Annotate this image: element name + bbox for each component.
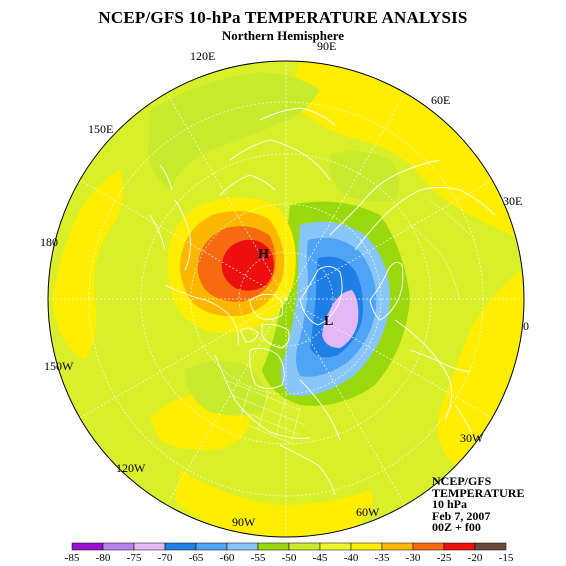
- lon-label-30e: 30E: [503, 194, 522, 208]
- lon-label-120w: 120W: [116, 461, 146, 475]
- lon-label-90e: 90E: [317, 39, 336, 53]
- colorbar-tick-label: -80: [96, 552, 111, 564]
- colorbar-swatch: [288, 542, 321, 551]
- political-boundaries: [224, 379, 306, 446]
- colorbar-swatch: [381, 542, 414, 551]
- info-date: Feb 7, 2007: [432, 508, 491, 523]
- lon-label-150e: 150E: [88, 122, 113, 136]
- colorbar: -85 -80 -75 -70 -65 -60 -55 -50 -45 -40 -35 -30 -25 -…: [65, 542, 514, 564]
- colorbar-tick-label: -15: [499, 552, 514, 564]
- colorbar-tick-label: -30: [406, 552, 421, 564]
- colorbar-tick-label: -65: [189, 552, 204, 564]
- map-subtitle: Northern Hemisphere: [221, 28, 345, 43]
- info-source: NCEP/GFS: [432, 474, 492, 488]
- colorbar-swatch: [257, 542, 290, 551]
- field-cool-green-north: [148, 72, 320, 190]
- colorbar-tick-label: -40: [344, 552, 359, 564]
- field-cool-green-east: [329, 151, 399, 202]
- field-cool-green-southwest: [185, 361, 266, 416]
- colorbar-tick-label: -55: [251, 552, 266, 564]
- colorbar-tick-label: -60: [220, 552, 235, 564]
- colorbar-swatch: [474, 542, 507, 551]
- colorbar-swatch: [164, 542, 197, 551]
- colorbar-swatch: [412, 542, 445, 551]
- colorbar-swatch: [195, 542, 228, 551]
- colorbar-tick-label: -85: [65, 552, 80, 564]
- low-center-label: L: [324, 314, 333, 329]
- temperature-field: [48, 61, 524, 537]
- colorbar-swatch: [350, 542, 383, 551]
- eurasia-boundaries: [409, 199, 471, 301]
- lon-label-150w: 150W: [44, 359, 74, 373]
- lon-label-30w: 30W: [460, 431, 484, 445]
- info-box: NCEP/GFS TEMPERATURE 10 hPa Feb 7, 2007 …: [432, 474, 525, 534]
- colorbar-tick-label: -75: [127, 552, 142, 564]
- colorbar-swatch: [319, 542, 352, 551]
- map-title: NCEP/GFS 10-hPa TEMPERATURE ANALYSIS: [98, 8, 468, 27]
- lon-label-60e: 60E: [431, 93, 450, 107]
- field-high-core: [221, 239, 274, 291]
- colorbar-tick-label: -25: [437, 552, 452, 564]
- colorbar-tick-label: -20: [468, 552, 483, 564]
- lon-label-60w: 60W: [356, 505, 380, 519]
- field-low-core: [322, 290, 359, 348]
- info-variable: TEMPERATURE: [432, 485, 525, 500]
- field-warm-patch-south: [175, 470, 373, 537]
- info-cycle: 00Z + f00: [432, 520, 481, 534]
- high-center-label: H: [258, 247, 269, 262]
- field-warm-patch-west: [52, 170, 124, 360]
- colorbar-swatch: [226, 542, 259, 551]
- colorbar-tick-label: -50: [282, 552, 297, 564]
- colorbar-tick-label: -35: [375, 552, 390, 564]
- lon-label-90w: 90W: [232, 515, 256, 529]
- lon-label-120e: 120E: [190, 49, 215, 63]
- field-warm-patch-east: [437, 270, 524, 470]
- colorbar-tick-label: -70: [158, 552, 173, 564]
- colorbar-tick-label: -45: [313, 552, 328, 564]
- colorbar-swatch: [71, 542, 104, 551]
- info-level: 10 hPa: [432, 497, 468, 511]
- lon-label-0: 0: [523, 319, 529, 333]
- lon-label-180: 180: [40, 235, 58, 249]
- colorbar-swatch: [443, 542, 476, 551]
- colorbar-swatch: [102, 542, 135, 551]
- map-boundary: [47, 60, 525, 538]
- colorbar-swatch: [133, 542, 166, 551]
- field-warm-patch-north: [295, 61, 520, 241]
